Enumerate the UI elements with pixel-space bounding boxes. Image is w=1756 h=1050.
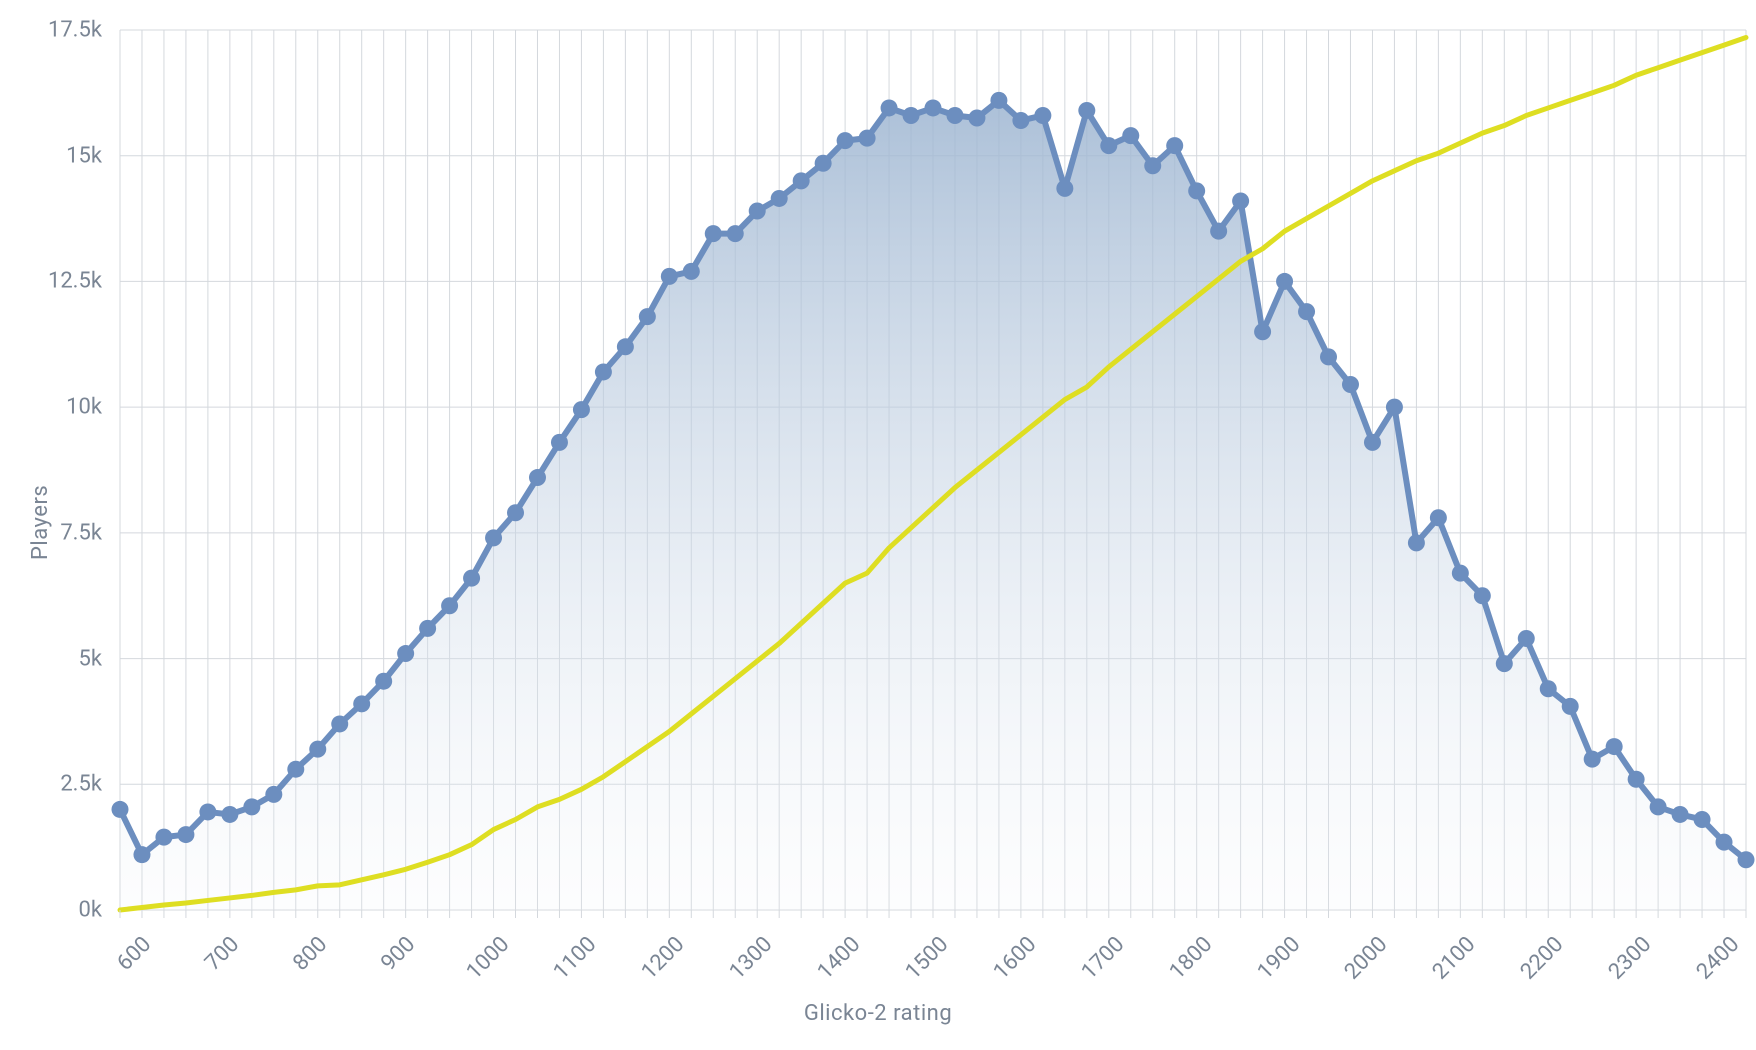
area-marker xyxy=(1034,107,1051,124)
area-marker xyxy=(1386,399,1403,416)
area-marker xyxy=(837,132,854,149)
area-marker xyxy=(1650,798,1667,815)
area-marker xyxy=(1540,680,1557,697)
area-marker xyxy=(419,620,436,637)
area-marker xyxy=(397,645,414,662)
y-tick-label: 7.5k xyxy=(0,520,102,545)
area-marker xyxy=(859,130,876,147)
area-marker xyxy=(661,268,678,285)
area-marker xyxy=(1628,771,1645,788)
y-tick-label: 12.5k xyxy=(0,269,102,294)
area-marker xyxy=(1408,534,1425,551)
area-marker xyxy=(375,673,392,690)
area-marker xyxy=(990,92,1007,109)
x-axis-title: Glicko-2 rating xyxy=(804,1001,952,1026)
area-marker xyxy=(529,469,546,486)
area-marker xyxy=(617,338,634,355)
area-marker xyxy=(1364,434,1381,451)
area-marker xyxy=(309,741,326,758)
area-marker xyxy=(793,172,810,189)
area-marker xyxy=(1562,698,1579,715)
area-marker xyxy=(463,570,480,587)
area-marker xyxy=(1122,127,1139,144)
area-marker xyxy=(946,107,963,124)
area-marker xyxy=(925,99,942,116)
area-marker xyxy=(112,801,129,818)
area-marker xyxy=(1606,738,1623,755)
area-marker xyxy=(1518,630,1535,647)
area-marker xyxy=(1210,223,1227,240)
area-marker xyxy=(1254,323,1271,340)
area-marker xyxy=(1342,376,1359,393)
area-marker xyxy=(705,225,722,242)
area-marker xyxy=(1012,112,1029,129)
area-marker xyxy=(287,761,304,778)
area-marker xyxy=(331,715,348,732)
area-marker xyxy=(177,826,194,843)
y-tick-label: 2.5k xyxy=(0,772,102,797)
y-tick-label: 5k xyxy=(0,646,102,671)
area-marker xyxy=(1276,273,1293,290)
area-marker xyxy=(1694,811,1711,828)
area-marker xyxy=(595,363,612,380)
area-marker xyxy=(199,803,216,820)
chart-canvas xyxy=(0,0,1756,1050)
area-marker xyxy=(727,225,744,242)
area-marker xyxy=(1144,157,1161,174)
area-marker xyxy=(133,846,150,863)
area-marker xyxy=(771,190,788,207)
area-marker xyxy=(1452,565,1469,582)
area-marker xyxy=(155,829,172,846)
area-marker xyxy=(1738,851,1755,868)
area-marker xyxy=(639,308,656,325)
area-marker xyxy=(1100,137,1117,154)
area-marker xyxy=(749,203,766,220)
area-marker xyxy=(1716,834,1733,851)
area-marker xyxy=(1474,587,1491,604)
rating-distribution-chart: Players Glicko-2 rating 0k2.5k5k7.5k10k1… xyxy=(0,0,1756,1050)
y-tick-label: 15k xyxy=(0,143,102,168)
area-marker xyxy=(1298,303,1315,320)
area-marker xyxy=(903,107,920,124)
area-marker xyxy=(968,110,985,127)
area-marker xyxy=(551,434,568,451)
y-tick-label: 0k xyxy=(0,898,102,923)
area-marker xyxy=(1166,137,1183,154)
area-marker xyxy=(441,597,458,614)
area-marker xyxy=(815,155,832,172)
area-marker xyxy=(1584,751,1601,768)
y-tick-label: 10k xyxy=(0,395,102,420)
area-marker xyxy=(485,529,502,546)
area-marker xyxy=(221,806,238,823)
area-marker xyxy=(353,695,370,712)
area-marker xyxy=(1496,655,1513,672)
area-marker xyxy=(243,798,260,815)
area-marker xyxy=(683,263,700,280)
area-marker xyxy=(507,504,524,521)
area-marker xyxy=(1672,806,1689,823)
area-marker xyxy=(265,786,282,803)
area-marker xyxy=(1078,102,1095,119)
area-marker xyxy=(881,99,898,116)
area-marker xyxy=(1320,348,1337,365)
area-marker xyxy=(1056,180,1073,197)
area-marker xyxy=(1232,192,1249,209)
area-marker xyxy=(1188,182,1205,199)
area-marker xyxy=(573,401,590,418)
area-marker xyxy=(1430,509,1447,526)
y-tick-label: 17.5k xyxy=(0,18,102,43)
